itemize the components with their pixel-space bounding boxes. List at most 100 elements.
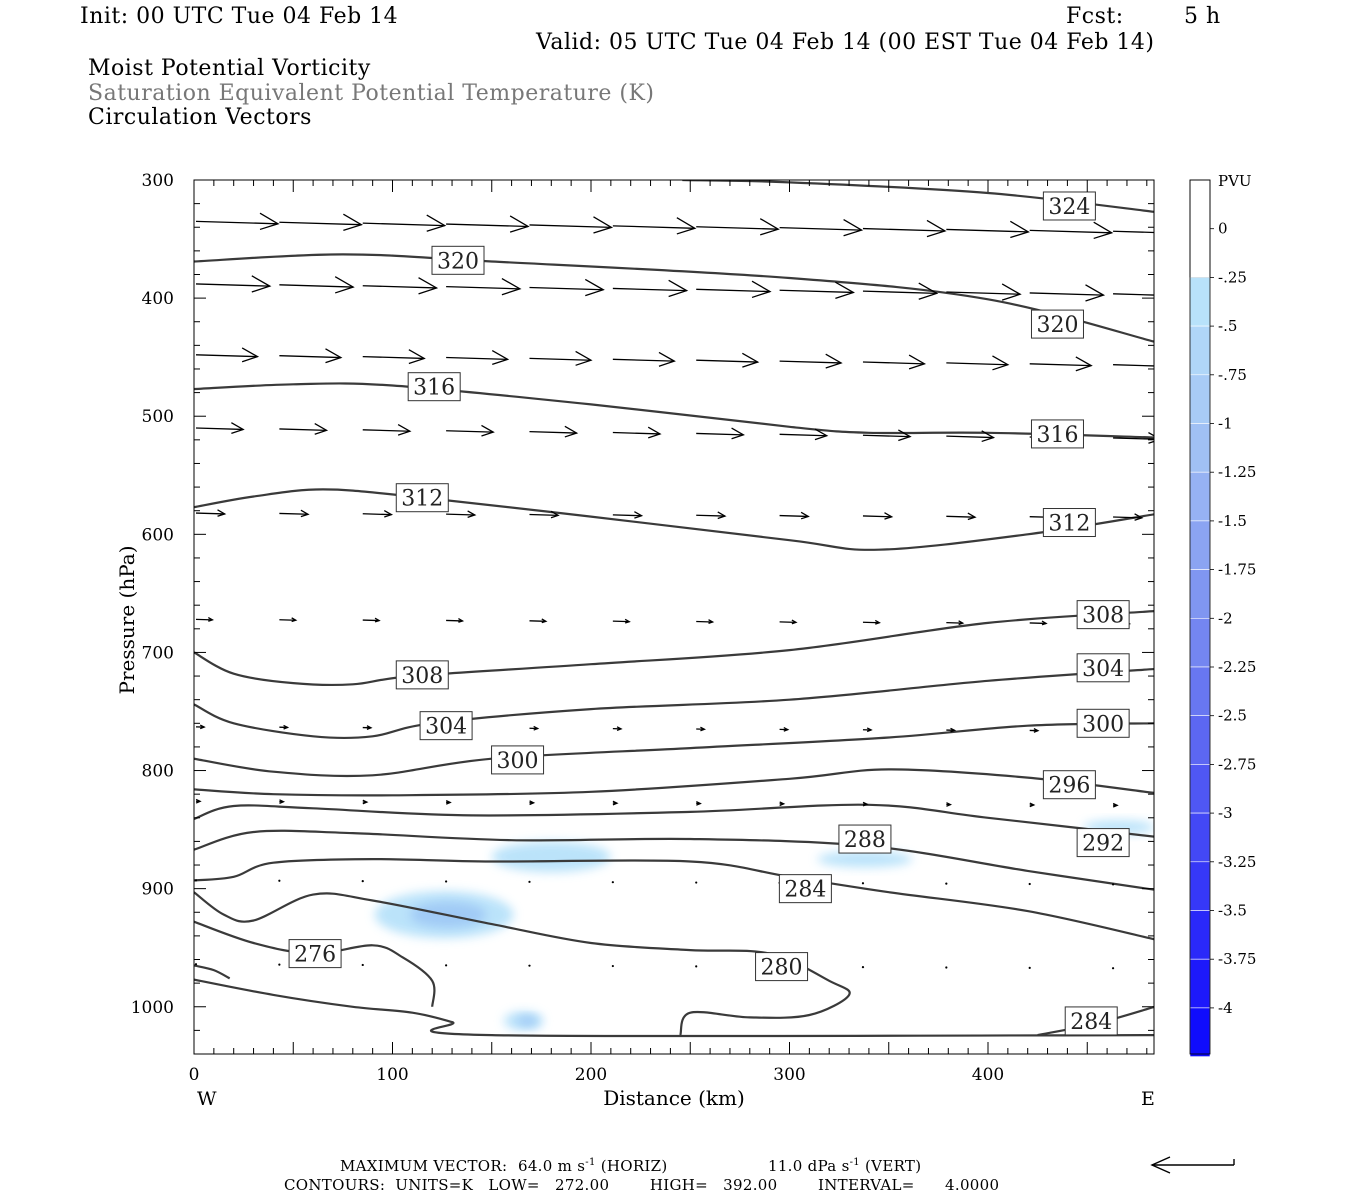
colorbar-segment [1189,569,1211,619]
vector-shaft [362,355,425,360]
vector-dot [278,879,281,882]
circulation-vector [278,963,281,966]
circulation-vector [695,965,698,968]
forecast-label: Fcst: [1066,4,1124,29]
east-label: E [1141,1088,1155,1110]
vector-shaft [696,288,771,293]
vector-head [731,427,745,440]
contour-label: 312 [401,487,443,512]
contour-label: 308 [401,664,443,689]
circulation-vector [862,512,894,520]
circulation-vector [611,881,614,884]
vector-head [593,216,614,234]
max-vector-horiz: 64.0 m s-1 (HORIZ) [518,1157,668,1175]
vector-head [231,422,245,434]
vector-shaft [862,361,925,365]
pv-core [516,1015,539,1027]
circulation-vector [362,509,394,518]
contour-label-box [491,745,545,775]
circulation-vector [612,511,644,519]
circulation-vector [1113,432,1154,444]
circulation-vector [696,427,745,440]
contour-label-box [1076,828,1130,858]
colorbar-segment [1189,958,1211,1009]
contour-label: 284 [1070,1010,1112,1035]
vector-head [742,352,760,368]
circulation-vector [696,218,780,236]
vector-dot [945,882,948,885]
circulation-vector [862,282,939,300]
colorbar-label: -1.75 [1218,561,1256,579]
x-tick-label: 300 [773,1065,805,1085]
vector-head [862,801,869,807]
vector-shaft [529,286,604,291]
theta-contour-316 [194,382,1154,439]
circulation-vector [279,509,310,518]
vector-head [279,799,286,805]
vector-shaft [446,356,508,360]
circulation-vector [361,963,364,967]
reference-vector-arrow [1150,1156,1235,1174]
circulation-vector [446,510,477,518]
contour-label-box [395,660,449,690]
vector-head [1093,221,1114,240]
vector-dot [361,963,364,967]
vector-head [946,802,953,807]
circulation-vector [279,423,329,435]
vector-shaft [195,220,279,225]
vector-head [366,725,373,730]
circulation-vector [1029,620,1048,626]
circulation-vector [946,220,1030,239]
colorbar-title: PVU [1218,172,1252,190]
vector-shaft [446,513,475,516]
contour-label-box [1042,508,1096,538]
circulation-vector [362,349,426,365]
circulation-vector [279,213,363,231]
vector-head [874,619,881,625]
vector-shaft [946,228,1029,233]
vector-shaft [279,221,362,226]
colorbar-label: -2.25 [1218,658,1256,676]
colorbar-frame [1189,179,1211,1055]
colorbar-segment [1189,861,1211,911]
vector-dot [278,963,281,966]
theta-contour-300 [194,722,1154,778]
circulation-vector [195,275,272,293]
circulation-vector [612,279,689,298]
circulation-vector [1113,230,1154,234]
vector-shaft [862,515,892,518]
circulation-vector [279,799,286,805]
colorbar-segment [1189,277,1211,327]
vector-head [918,282,939,300]
circulation-vector [612,351,676,367]
vector-dot [695,881,698,884]
vector-head [334,276,355,294]
vector-head [207,616,214,622]
colorbar-segment [1189,812,1211,863]
vector-dot [194,963,198,966]
vector-head [926,219,947,238]
contour-label: 288 [844,828,886,853]
pv-region [491,841,611,873]
circulation-vector [696,511,727,520]
colorbar: PVU 0 -.25 -.5 -.75 -1 -1.25 -1.5 -1.75 -2 -2.25 -2… [1189,172,1256,1057]
contour-label: 308 [1082,604,1124,629]
circulation-vector [361,880,364,883]
colorbar-label: -2.75 [1218,755,1256,773]
circulation-vector [779,619,798,625]
circulation-vector [529,216,614,234]
circulation-vector [779,801,786,807]
vector-head [700,726,707,732]
colorbar-label: -1 [1218,415,1233,433]
vector-head [612,800,619,806]
vector-head [259,212,280,231]
circulation-vector [946,355,1010,371]
circulation-vector [946,512,977,521]
theta-contour-312 [194,488,1154,551]
vector-shaft [612,225,695,229]
x-tick-label: 400 [972,1065,1004,1085]
circulation-vector [779,428,829,441]
vector-head [564,425,579,438]
colorbar-segment [1189,910,1211,960]
colorbar-segment [1189,374,1211,424]
